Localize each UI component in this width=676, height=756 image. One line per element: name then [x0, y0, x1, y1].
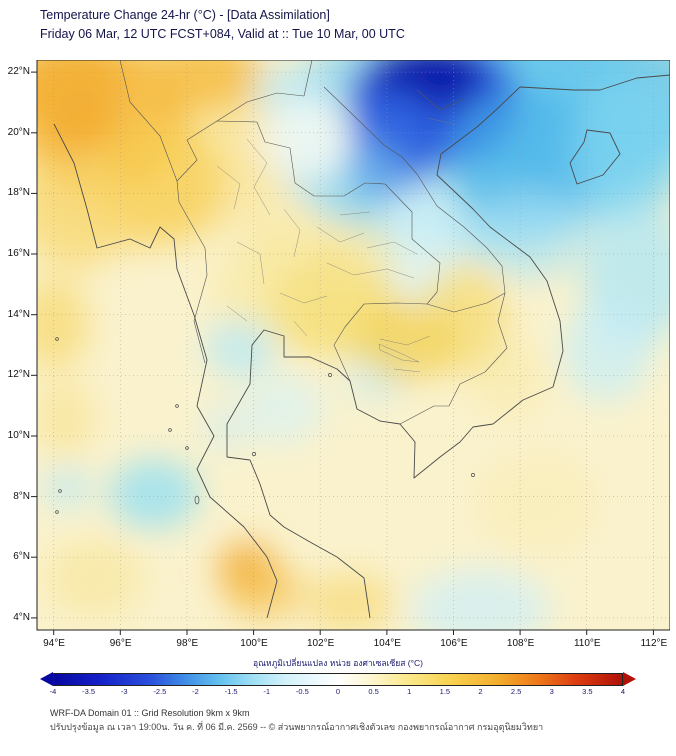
x-axis-tick-label: 106°E — [440, 638, 468, 649]
country-borders — [119, 60, 508, 425]
map-canvas — [37, 60, 670, 630]
y-axis-tick-label: 16°N — [7, 247, 30, 259]
colorbar-tick-label: -3 — [120, 687, 128, 696]
y-axis-tick-label: 6°N — [13, 551, 30, 563]
x-axis-tick-label: 98°E — [176, 638, 199, 649]
colorbar-tick-label: 0.5 — [368, 687, 379, 696]
colorbar-tick-label: -1.5 — [224, 687, 238, 696]
page-title: Temperature Change 24-hr (°C) - [Data As… — [40, 8, 330, 22]
x-axis-tick-label: 108°E — [506, 638, 535, 649]
colorbar-min-arrow — [40, 672, 53, 686]
y-axis-tick-label: 8°N — [13, 490, 30, 502]
footer: WRF-DA Domain 01 :: Grid Resolution 9km … — [50, 706, 543, 734]
hainan-island — [569, 129, 621, 185]
colorbar-tick-label: 2 — [478, 687, 483, 696]
colorbar-label: อุณหภูมิเปลี่ยนแปลง หน่วย องศาเซลเซียส (… — [253, 658, 423, 668]
x-axis-tick-label: 94°E — [43, 638, 65, 649]
colorbar-bar — [40, 672, 636, 686]
map-figure — [31, 60, 670, 635]
colorbar-tick-label: -1 — [263, 687, 271, 696]
x-axis-tick-label: 112°E — [640, 638, 668, 649]
x-axis-tick-label: 110°E — [573, 638, 601, 649]
y-axis-tick-labels: 22°N 20°N 18°N 16°N 14°N 12°N 10°N 8°N 6°N 4°N — [0, 66, 33, 624]
colorbar-tick-label: 4 — [620, 687, 626, 696]
colorbar-tick-label: -0.5 — [295, 687, 309, 696]
agency-credit: ปรับปรุงข้อมูล ณ เวลา 19:00น. วัน ค. ที่… — [50, 722, 544, 732]
colorbar-tick-label: 1 — [407, 687, 412, 696]
tonle-sap-lake — [378, 343, 420, 363]
model-info: WRF-DA Domain 01 :: Grid Resolution 9km … — [50, 708, 250, 718]
colorbar-tick-label: -2 — [192, 687, 199, 696]
y-axis-tick-label: 12°N — [7, 369, 30, 381]
y-axis-tick-label: 4°N — [13, 611, 30, 623]
colorbar: อุณหภูมิเปลี่ยนแปลง หน่วย องศาเซลเซียส (… — [40, 656, 636, 696]
colorbar-tick-label: 0 — [335, 687, 341, 696]
colorbar-max-arrow — [623, 672, 636, 686]
colorbar-tick-labels: -4 -3.5 -3 -2.5 -2 -1.5 -1 -0.5 0 0.5 1 1.5 2 2.5 3 3.5… — [50, 687, 625, 696]
y-axis-tick-label: 14°N — [7, 308, 30, 320]
colorbar-tick-label: -3.5 — [82, 687, 96, 696]
y-axis-tick-label: 22°N — [7, 66, 30, 77]
colorbar-tick-label: -2.5 — [153, 687, 167, 696]
x-axis-tick-label: 102°E — [306, 638, 335, 649]
x-axis-tick-label: 104°E — [373, 638, 401, 649]
axis-tick-marks — [31, 71, 654, 635]
province-borders — [216, 117, 455, 373]
coastlines — [53, 74, 670, 619]
x-axis-tick-label: 100°E — [240, 638, 268, 649]
colorbar-gradient — [53, 672, 623, 686]
y-axis-tick-label: 20°N — [7, 126, 30, 138]
title-block: Temperature Change 24-hr (°C) - [Data As… — [40, 6, 405, 44]
x-axis-tick-labels: 94°E 96°E 98°E 100°E 102°E 104°E 106°E 108°E 110… — [34, 638, 674, 649]
plot-border — [36, 60, 670, 631]
colorbar-tick-label: 3 — [549, 687, 554, 696]
y-axis-tick-label: 18°N — [7, 187, 30, 199]
colorbar-tick-label: -4 — [49, 687, 57, 696]
temperature-field — [37, 60, 670, 630]
colorbar-tick-label: 3.5 — [582, 687, 593, 696]
colorbar-tick-label: 1.5 — [439, 687, 451, 696]
y-axis-tick-label: 10°N — [7, 429, 30, 441]
gridlines — [37, 60, 670, 630]
x-axis-tick-label: 96°E — [109, 638, 132, 649]
page-subtitle: Friday 06 Mar, 12 UTC FCST+084, Valid at… — [40, 26, 405, 41]
colorbar-tick-label: 2.5 — [510, 687, 522, 696]
islands — [55, 337, 475, 514]
